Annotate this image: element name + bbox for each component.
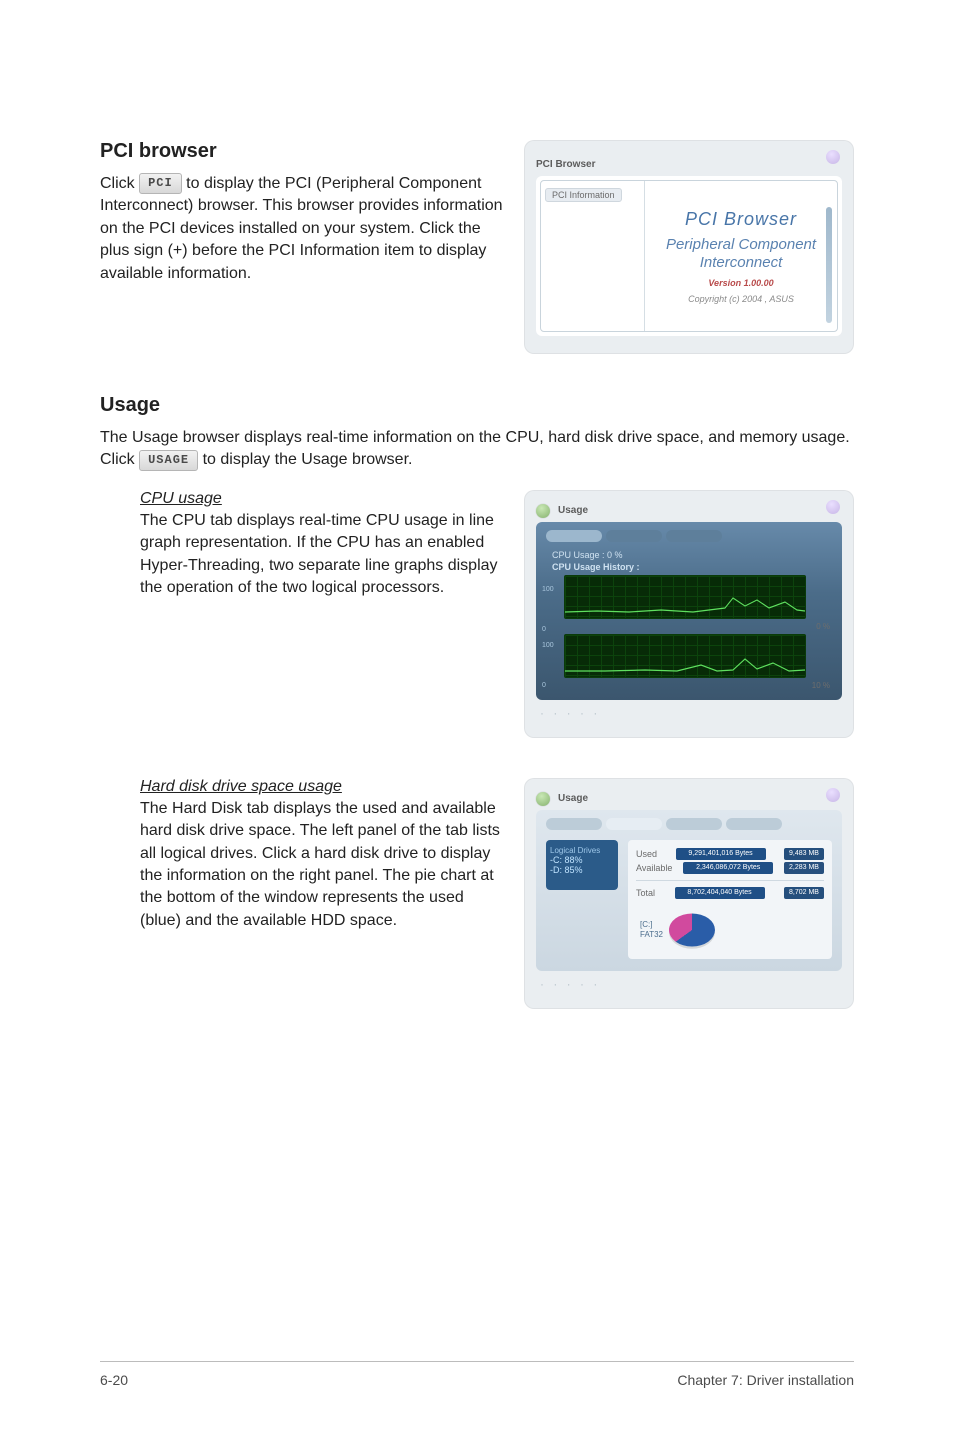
usage-tabs: [546, 530, 832, 542]
cpu-pct-2: 10 %: [546, 681, 830, 690]
pci-heading-1: PCI Browser: [685, 209, 797, 230]
section-title-pci: PCI browser: [100, 140, 504, 163]
drive-item-d[interactable]: -D: 85%: [550, 865, 614, 875]
drive-item-c[interactable]: -C: 88%: [550, 855, 614, 865]
used-label: Used: [636, 849, 657, 859]
pci-heading-2: Peripheral Component Interconnect: [666, 236, 816, 272]
close-icon[interactable]: [826, 150, 840, 164]
shelf-dots: · · · · ·: [540, 977, 842, 991]
tab-other[interactable]: [726, 818, 782, 830]
pci-info-panel: PCI Browser Peripheral Component Interco…: [645, 181, 837, 331]
drive-list-header: Logical Drives: [550, 846, 614, 855]
pci-version: Version 1.00.00: [708, 278, 773, 288]
footer-left: 6-20: [100, 1372, 128, 1388]
hdd-window-title: Usage: [558, 793, 588, 804]
drive-info-panel: Used 9,291,401,016 Bytes 9,483 MB Availa…: [628, 840, 832, 959]
usage-tabs-hdd: [546, 818, 832, 830]
graph-axis-0-b: 0: [542, 682, 546, 689]
cpu-subheading: CPU usage: [140, 490, 504, 508]
usage-hdd-window: Usage Logical Drives -C: 88% -D: [524, 778, 854, 1009]
close-icon[interactable]: [826, 788, 840, 802]
divider: [636, 880, 824, 881]
row-used: Used 9,291,401,016 Bytes 9,483 MB: [636, 848, 824, 860]
app-icon: [536, 504, 550, 518]
row-total: Total 8,702,404,040 Bytes 8,702 MB: [636, 887, 824, 899]
pci-window-title: PCI Browser: [536, 159, 595, 170]
row-available: Available 2,346,086,072 Bytes 2,283 MB: [636, 862, 824, 874]
pci-h2-line2: Interconnect: [700, 254, 783, 271]
tab-cpu[interactable]: [546, 818, 602, 830]
pci-body-a: Click: [100, 175, 139, 192]
pci-tree-root[interactable]: PCI Information: [545, 188, 622, 202]
hdd-pie-chart: [669, 913, 715, 946]
total-mb: 8,702 MB: [784, 887, 824, 899]
cpu-pct-1: 0 %: [546, 622, 830, 631]
cpu-body: The CPU tab displays real-time CPU usage…: [140, 510, 504, 600]
graph-axis-100-a: 100: [542, 586, 554, 593]
pci-h2-line1: Peripheral Component: [666, 236, 816, 253]
total-label: Total: [636, 888, 655, 898]
usage-intro-b: to display the Usage browser.: [203, 451, 413, 468]
avail-label: Available: [636, 863, 672, 873]
pie-label-fs: FAT32: [640, 930, 663, 939]
section-title-usage: Usage: [100, 394, 854, 417]
pie-label-drive: [C:]: [640, 920, 652, 929]
tab-hdd[interactable]: [606, 530, 662, 542]
pci-inline-button[interactable]: PCI: [139, 173, 182, 194]
tab-mem[interactable]: [666, 530, 722, 542]
tab-mem[interactable]: [666, 818, 722, 830]
pci-copyright: Copyright (c) 2004 , ASUS: [688, 294, 794, 304]
scrollbar[interactable]: [826, 207, 832, 323]
cpu-history-label: CPU Usage History :: [552, 562, 832, 572]
cpu-graph-2: [564, 634, 806, 678]
pie-legend: [C:] FAT32: [640, 920, 663, 939]
footer-right: Chapter 7: Driver installation: [677, 1372, 854, 1388]
used-bytes: 9,291,401,016 Bytes: [676, 848, 766, 860]
hdd-body: The Hard Disk tab displays the used and …: [140, 798, 504, 932]
avail-mb: 2,283 MB: [784, 862, 824, 874]
cpu-usage-label: CPU Usage : 0 %: [552, 550, 832, 560]
cpu-graph-1: [564, 575, 806, 619]
app-icon: [536, 792, 550, 806]
page-footer: 6-20 Chapter 7: Driver installation: [100, 1361, 854, 1388]
total-bytes: 8,702,404,040 Bytes: [675, 887, 765, 899]
pci-tree-panel: PCI Information: [541, 181, 645, 331]
drive-list[interactable]: Logical Drives -C: 88% -D: 85%: [546, 840, 618, 890]
used-mb: 9,483 MB: [784, 848, 824, 860]
graph-axis-0-a: 0: [542, 626, 546, 633]
graph-axis-100-b: 100: [542, 642, 554, 649]
cpu-window-title: Usage: [558, 505, 588, 516]
tab-hdd[interactable]: [606, 818, 662, 830]
usage-inline-button[interactable]: USAGE: [139, 450, 198, 471]
tab-cpu[interactable]: [546, 530, 602, 542]
usage-cpu-window: Usage CPU Usage : 0 % CPU Usage History …: [524, 490, 854, 738]
pci-body-text: Click PCI to display the PCI (Peripheral…: [100, 173, 504, 285]
usage-intro: The Usage browser displays real-time inf…: [100, 427, 854, 472]
pci-browser-window: PCI Browser PCI Information PCI Browser …: [524, 140, 854, 354]
shelf-dots: · · · · ·: [540, 706, 842, 720]
avail-bytes: 2,346,086,072 Bytes: [683, 862, 773, 874]
close-icon[interactable]: [826, 500, 840, 514]
hdd-subheading: Hard disk drive space usage: [140, 778, 504, 796]
